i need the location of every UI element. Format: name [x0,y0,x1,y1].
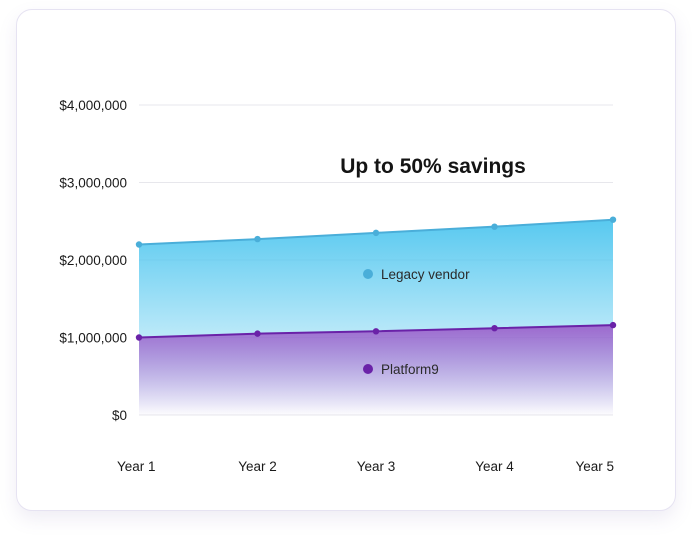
legacy-vendor-point [135,241,143,248]
y-axis-ticks: $0 $1,000,000 $2,000,000 $3,000,000 $4,000,0… [59,98,127,423]
legend-platform9: Platform9 [363,362,439,377]
y-tick-label: $2,000,000 [59,253,127,268]
platform9-point [609,321,617,329]
platform9-point [372,328,380,335]
series-areas [139,219,613,415]
platform9-legend-dot [363,364,373,374]
y-tick-label: $3,000,000 [59,176,127,191]
y-tick-label: $0 [112,408,127,423]
legacy-vendor-point [254,235,261,243]
platform9-point [254,330,261,337]
x-axis-ticks: Year 1 Year 2 Year 3 Year 4 Year 5 [117,459,614,474]
x-tick-label: Year 3 [357,459,396,474]
y-tick-label: $4,000,000 [59,98,127,113]
legend-legacy-vendor: Legacy vendor [363,267,470,282]
x-tick-label: Year 5 [575,459,614,474]
data-points [135,216,617,341]
x-tick-label: Year 1 [117,459,156,474]
legacy-vendor-point [491,223,498,230]
legacy-vendor-point [609,216,617,223]
x-tick-label: Year 4 [475,459,514,474]
platform9-point [491,325,498,332]
legacy-vendor-point [372,229,380,237]
y-tick-label: $1,000,000 [59,331,127,346]
legacy-vendor-legend-dot [363,269,373,279]
legacy-vendor-label: Legacy vendor [381,267,470,282]
chart-title: Up to 50% savings [340,155,526,178]
x-tick-label: Year 2 [238,459,277,474]
platform9-area [139,325,613,415]
platform9-point [135,334,143,341]
platform9-label: Platform9 [381,362,439,377]
